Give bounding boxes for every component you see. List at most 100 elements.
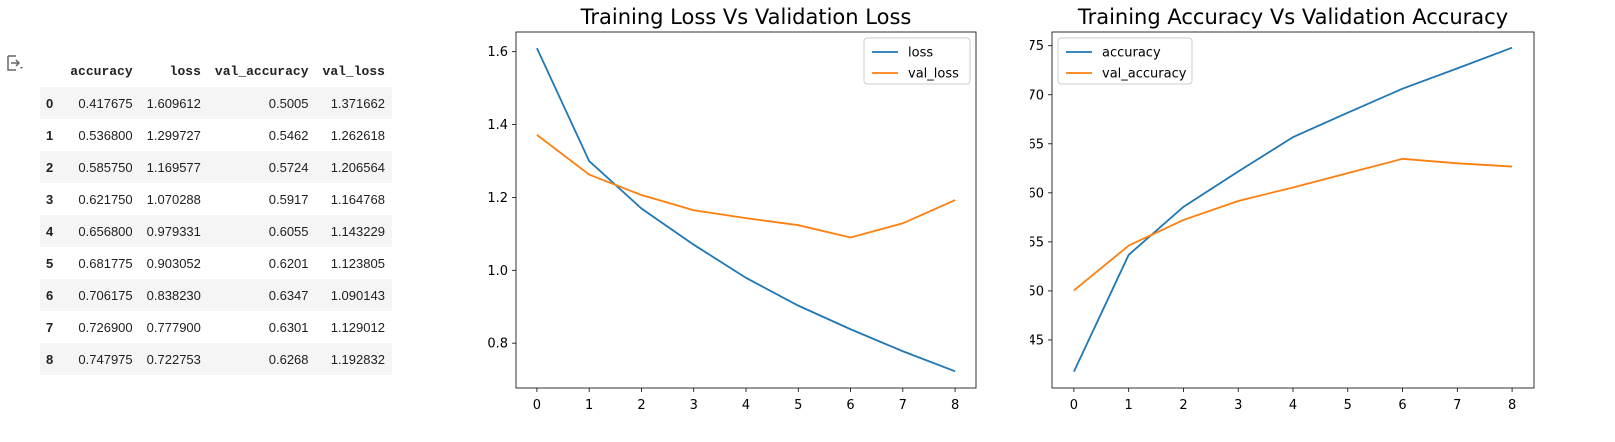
cell-val-loss: 1.143229 bbox=[330, 223, 385, 239]
x-tick-label: 5 bbox=[794, 398, 802, 413]
cell-val-accuracy: 0.6055 bbox=[268, 223, 309, 239]
table-row: 8 0.747975 0.722753 0.6268 1.192832 bbox=[40, 343, 392, 375]
table-row: 3 0.621750 1.070288 0.5917 1.164768 bbox=[40, 183, 392, 215]
y-tick-label: 1.6 bbox=[487, 45, 508, 60]
y-tick-label: 0.8 bbox=[487, 337, 508, 352]
y-tick-label: 0.60 bbox=[1030, 186, 1044, 201]
cell-val-loss: 1.262618 bbox=[330, 127, 385, 143]
y-tick-label: 0.45 bbox=[1030, 333, 1044, 348]
cell-val-accuracy: 0.5005 bbox=[268, 95, 309, 111]
legend-label-val-accuracy: val_accuracy bbox=[1102, 67, 1187, 82]
series-line-accuracy bbox=[1073, 46, 1513, 373]
table-row: 0 0.417675 1.609612 0.5005 1.371662 bbox=[40, 87, 392, 119]
row-index: 2 bbox=[46, 159, 54, 175]
table-row: 5 0.681775 0.903052 0.6201 1.123805 bbox=[40, 247, 392, 279]
cell-accuracy: 0.585750 bbox=[78, 159, 133, 175]
row-index: 3 bbox=[46, 191, 54, 207]
x-tick-label: 3 bbox=[690, 398, 698, 413]
cell-val-accuracy: 0.6201 bbox=[268, 255, 309, 271]
y-tick-label: 0.75 bbox=[1030, 39, 1044, 54]
y-tick-label: 1.4 bbox=[487, 118, 508, 133]
cell-loss: 1.609612 bbox=[146, 95, 201, 111]
cell-val-accuracy: 0.6268 bbox=[268, 351, 309, 367]
index-header bbox=[40, 55, 63, 87]
series-line-val-accuracy bbox=[1073, 157, 1513, 292]
cell-val-loss: 1.371662 bbox=[330, 95, 385, 111]
cell-accuracy: 0.621750 bbox=[78, 191, 133, 207]
row-index: 8 bbox=[46, 351, 54, 367]
plot-frame bbox=[515, 31, 977, 389]
cell-accuracy: 0.681775 bbox=[78, 255, 133, 271]
cell-val-accuracy: 0.5917 bbox=[268, 191, 309, 207]
x-tick-label: 8 bbox=[951, 398, 959, 413]
cell-val-loss: 1.129012 bbox=[330, 319, 385, 335]
table-row: 1 0.536800 1.299727 0.5462 1.262618 bbox=[40, 119, 392, 151]
table-row: 2 0.585750 1.169577 0.5724 1.206564 bbox=[40, 151, 392, 183]
accuracy-chart: Training Accuracy Vs Validation Accuracy… bbox=[1030, 5, 1535, 413]
column-header-val-accuracy: val_accuracy bbox=[214, 63, 309, 79]
y-tick-label: 1.2 bbox=[487, 191, 508, 206]
loss-chart: Training Loss Vs Validation Loss 0 1 2 3 4 5 6 7… bbox=[487, 5, 977, 413]
row-index: 6 bbox=[46, 287, 54, 303]
y-tick-label: 0.70 bbox=[1030, 88, 1044, 103]
cell-val-loss: 1.164768 bbox=[330, 191, 385, 207]
legend-label-loss: loss bbox=[908, 46, 933, 61]
cell-val-loss: 1.206564 bbox=[330, 159, 385, 175]
cell-loss: 1.169577 bbox=[146, 159, 201, 175]
x-tick-label: 0 bbox=[533, 398, 541, 413]
x-tick-label: 4 bbox=[1289, 398, 1297, 413]
cell-accuracy: 0.536800 bbox=[78, 127, 133, 143]
cell-val-accuracy: 0.6301 bbox=[268, 319, 309, 335]
cell-loss: 0.838230 bbox=[146, 287, 201, 303]
y-tick-label: 0.55 bbox=[1030, 235, 1044, 250]
table-row: 4 0.656800 0.979331 0.6055 1.143229 bbox=[40, 215, 392, 247]
cell-val-loss: 1.123805 bbox=[330, 255, 385, 271]
cell-accuracy: 0.726900 bbox=[78, 319, 133, 335]
row-index: 4 bbox=[46, 223, 54, 239]
chart-title: Training Loss Vs Validation Loss bbox=[580, 5, 912, 29]
cell-val-accuracy: 0.5724 bbox=[268, 159, 309, 175]
x-tick-label: 4 bbox=[742, 398, 750, 413]
row-index: 1 bbox=[46, 127, 54, 143]
cell-val-accuracy: 0.6347 bbox=[268, 287, 309, 303]
cell-val-accuracy: 0.5462 bbox=[268, 127, 309, 143]
y-tick-label: 0.65 bbox=[1030, 137, 1044, 152]
cell-val-loss: 1.090143 bbox=[330, 287, 385, 303]
x-tick-label: 2 bbox=[637, 398, 645, 413]
output-toggle-icon[interactable] bbox=[4, 52, 26, 74]
x-tick-label: 3 bbox=[1234, 398, 1242, 413]
x-tick-label: 6 bbox=[846, 398, 854, 413]
row-index: 5 bbox=[46, 255, 54, 271]
legend-label-accuracy: accuracy bbox=[1102, 46, 1161, 61]
column-header-loss: loss bbox=[169, 63, 201, 79]
table-row: 6 0.706175 0.838230 0.6347 1.090143 bbox=[40, 279, 392, 311]
x-tick-label: 1 bbox=[1125, 398, 1133, 413]
x-tick-label: 1 bbox=[585, 398, 593, 413]
x-tick-label: 7 bbox=[1453, 398, 1461, 413]
cell-accuracy: 0.747975 bbox=[78, 351, 133, 367]
chart-title: Training Accuracy Vs Validation Accuracy bbox=[1077, 5, 1508, 29]
x-tick-label: 8 bbox=[1508, 398, 1516, 413]
cell-val-loss: 1.192832 bbox=[330, 351, 385, 367]
cell-loss: 0.722753 bbox=[146, 351, 201, 367]
x-tick-label: 0 bbox=[1070, 398, 1078, 413]
cell-loss: 1.299727 bbox=[146, 127, 201, 143]
row-index: 0 bbox=[46, 95, 54, 111]
y-tick-label: 0.50 bbox=[1030, 284, 1044, 299]
cell-loss: 1.070288 bbox=[146, 191, 201, 207]
table-row: 7 0.726900 0.777900 0.6301 1.129012 bbox=[40, 311, 392, 343]
y-tick-label: 1.0 bbox=[487, 264, 508, 279]
table-header-row: accuracy loss val_accuracy val_loss bbox=[40, 55, 392, 87]
history-dataframe: accuracy loss val_accuracy val_loss 0 0.4… bbox=[40, 55, 392, 375]
x-tick-label: 5 bbox=[1344, 398, 1352, 413]
row-index: 7 bbox=[46, 319, 54, 335]
x-tick-label: 2 bbox=[1179, 398, 1187, 413]
x-tick-label: 6 bbox=[1398, 398, 1406, 413]
cell-accuracy: 0.706175 bbox=[78, 287, 133, 303]
series-line-val-loss bbox=[536, 134, 956, 239]
series-line-loss bbox=[536, 47, 956, 373]
cell-accuracy: 0.656800 bbox=[78, 223, 133, 239]
cell-loss: 0.903052 bbox=[146, 255, 201, 271]
cell-accuracy: 0.417675 bbox=[78, 95, 133, 111]
column-header-accuracy: accuracy bbox=[70, 63, 133, 79]
